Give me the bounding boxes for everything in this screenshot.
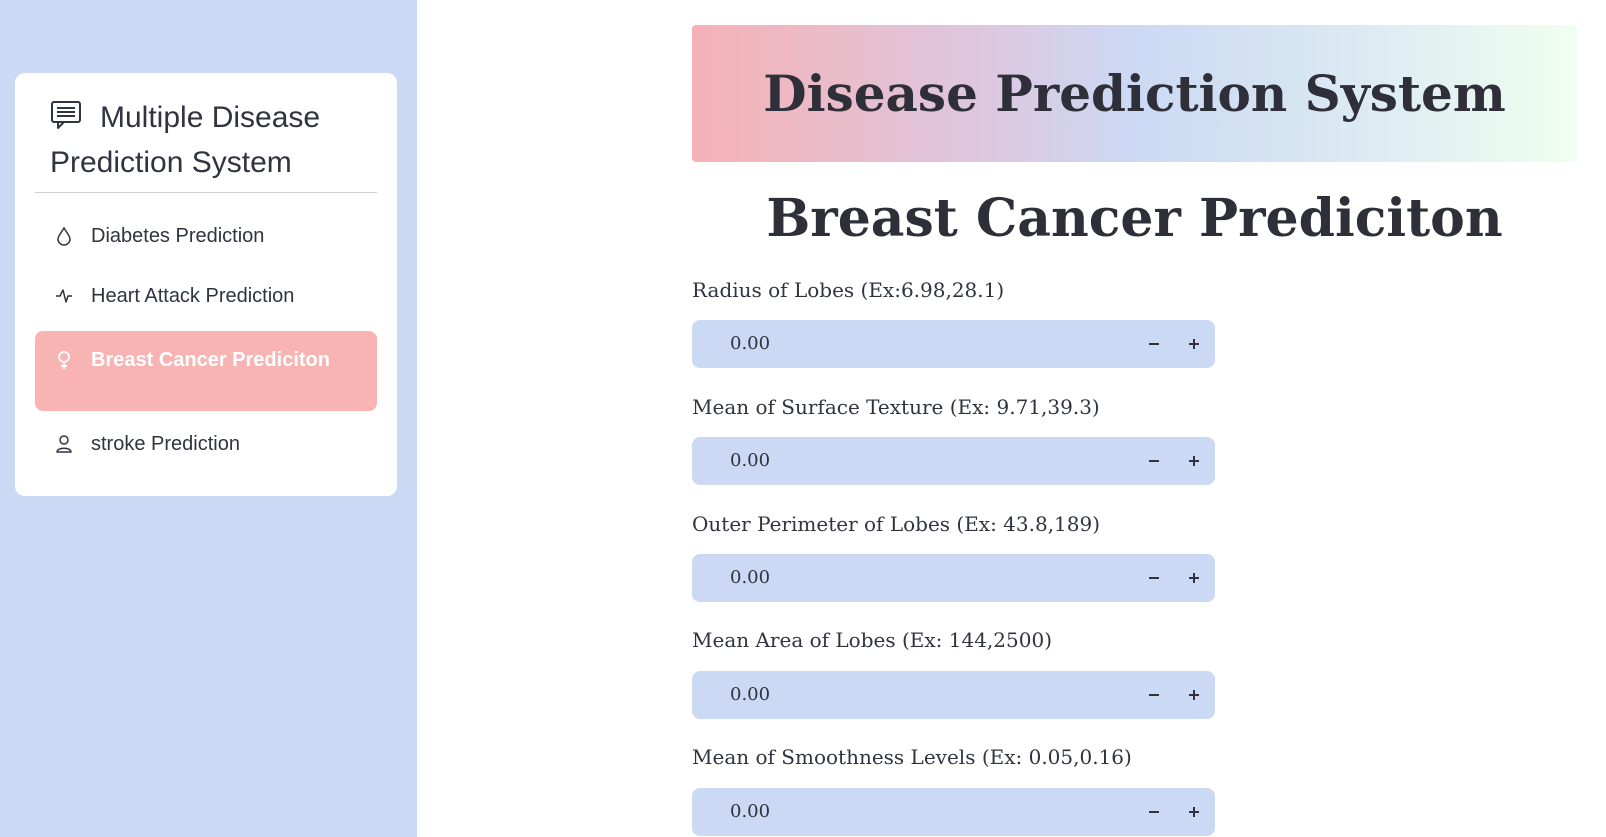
minus-icon (1149, 460, 1159, 462)
decrement-button[interactable] (1134, 320, 1174, 368)
section-title: Breast Cancer Prediciton (766, 188, 1503, 249)
menu-item-label: Breast Cancer Prediciton (91, 349, 330, 371)
sidebar: Multiple Disease Prediction System Diabe… (0, 0, 417, 837)
increment-button[interactable] (1174, 320, 1214, 368)
menu-divider (35, 192, 377, 193)
activity-icon (56, 289, 72, 303)
texture-number-input[interactable]: 0.00 (692, 437, 1215, 485)
menu-item-stroke[interactable]: stroke Prediction (35, 419, 377, 469)
area-number-input[interactable]: 0.00 (692, 671, 1215, 719)
menu-title: Multiple Disease Prediction System (50, 101, 321, 179)
increment-button[interactable] (1174, 437, 1214, 485)
increment-button[interactable] (1174, 554, 1214, 602)
perimeter-label: Outer Perimeter of Lobes (Ex: 43.8,189) (692, 512, 1101, 536)
minus-icon (1149, 577, 1159, 579)
plus-icon (1189, 339, 1199, 349)
plus-icon (1189, 690, 1199, 700)
radius-number-input[interactable]: 0.00 (692, 320, 1215, 368)
chat-text-icon (51, 101, 81, 129)
droplet-icon (57, 226, 71, 246)
increment-button[interactable] (1174, 788, 1214, 836)
plus-icon (1189, 807, 1199, 817)
decrement-button[interactable] (1134, 437, 1174, 485)
female-icon (58, 351, 70, 369)
menu-item-breast-cancer[interactable]: Breast Cancer Prediciton (35, 331, 377, 411)
smoothness-number-input[interactable]: 0.00 (692, 788, 1215, 836)
radius-label: Radius of Lobes (Ex:6.98,28.1) (692, 278, 1005, 302)
perimeter-number-input[interactable]: 0.00 (692, 554, 1215, 602)
menu-item-label: stroke Prediction (91, 432, 240, 455)
increment-button[interactable] (1174, 671, 1214, 719)
menu-item-label: Heart Attack Prediction (91, 284, 295, 307)
perimeter-value[interactable]: 0.00 (730, 567, 771, 588)
title-banner: Disease Prediction System (692, 25, 1577, 162)
plus-icon (1189, 573, 1199, 583)
minus-icon (1149, 694, 1159, 696)
decrement-button[interactable] (1134, 554, 1174, 602)
radius-value[interactable]: 0.00 (730, 333, 771, 354)
menu-item-label: Diabetes Prediction (91, 224, 265, 247)
option-menu: Multiple Disease Prediction System Diabe… (15, 73, 397, 496)
minus-icon (1149, 343, 1159, 345)
menu-item-heart-attack[interactable]: Heart Attack Prediction (35, 271, 377, 321)
area-label: Mean Area of Lobes (Ex: 144,2500) (692, 628, 1052, 652)
page-title: Disease Prediction System (763, 64, 1506, 123)
plus-icon (1189, 456, 1199, 466)
texture-value[interactable]: 0.00 (730, 450, 771, 471)
decrement-button[interactable] (1134, 788, 1174, 836)
smoothness-label: Mean of Smoothness Levels (Ex: 0.05,0.16… (692, 745, 1132, 769)
decrement-button[interactable] (1134, 671, 1174, 719)
menu-header: Multiple Disease Prediction System (50, 95, 370, 185)
menu-item-diabetes[interactable]: Diabetes Prediction (35, 211, 377, 261)
area-value[interactable]: 0.00 (730, 684, 771, 705)
minus-icon (1149, 811, 1159, 813)
texture-label: Mean of Surface Texture (Ex: 9.71,39.3) (692, 395, 1100, 419)
person-icon (56, 435, 72, 453)
smoothness-value[interactable]: 0.00 (730, 801, 771, 822)
